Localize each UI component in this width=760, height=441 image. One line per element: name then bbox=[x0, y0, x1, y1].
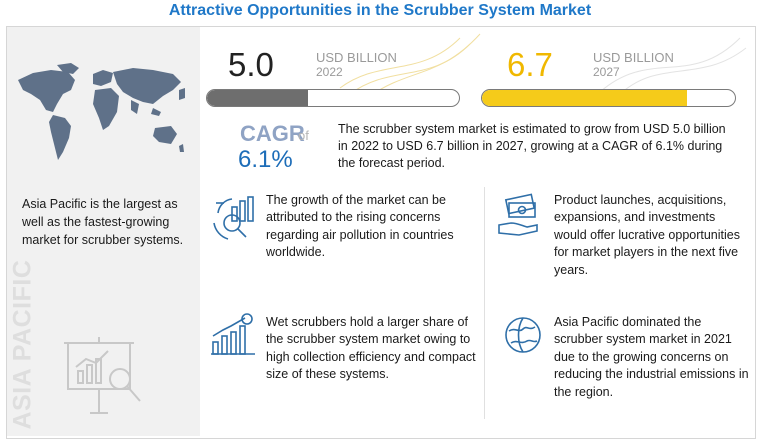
rising-dollar-chart-icon bbox=[211, 313, 255, 355]
region-highlight-text: Asia Pacific is the largest as well as t… bbox=[22, 197, 184, 247]
page-title: Attractive Opportunities in the Scrubber… bbox=[168, 2, 592, 19]
market-summary: The scrubber system market is estimated … bbox=[338, 122, 726, 170]
year-2022: 2022 bbox=[316, 65, 343, 79]
cagr-value: 6.1% bbox=[238, 146, 293, 173]
cagr-label: CAGR bbox=[240, 121, 305, 146]
globe-icon bbox=[505, 317, 541, 353]
value-2022: 5.0 bbox=[228, 46, 274, 83]
unit-2027: USD BILLION bbox=[593, 50, 674, 65]
decorative-swirl-icon bbox=[599, 37, 747, 95]
insight-wet-scrubbers: Wet scrubbers hold a larger share of the… bbox=[266, 315, 476, 382]
decorative-swirl-icon bbox=[339, 33, 481, 97]
progress-bar-2027 bbox=[481, 89, 736, 107]
unit-2022: USD BILLION bbox=[316, 50, 397, 65]
value-2027: 6.7 bbox=[507, 46, 553, 83]
cagr-of-label: of bbox=[298, 128, 309, 143]
world-map-icon bbox=[18, 63, 185, 160]
presentation-easel-icon bbox=[64, 337, 141, 414]
insight-asia-pacific: Asia Pacific dominated the scrubber syst… bbox=[554, 315, 749, 399]
region-vertical-label: ASIA PACIFIC bbox=[8, 259, 37, 430]
insight-opportunities: Product launches, acquisitions, expansio… bbox=[554, 193, 740, 277]
insight-air-pollution: The growth of the market can be attribut… bbox=[266, 193, 454, 260]
year-2027: 2027 bbox=[593, 65, 620, 79]
progress-fill-2022 bbox=[207, 90, 308, 106]
progress-fill-2027 bbox=[482, 90, 687, 106]
growth-analysis-icon bbox=[213, 196, 254, 240]
progress-bar-2022 bbox=[206, 89, 460, 107]
money-hand-icon bbox=[498, 193, 538, 236]
column-divider bbox=[484, 187, 485, 419]
